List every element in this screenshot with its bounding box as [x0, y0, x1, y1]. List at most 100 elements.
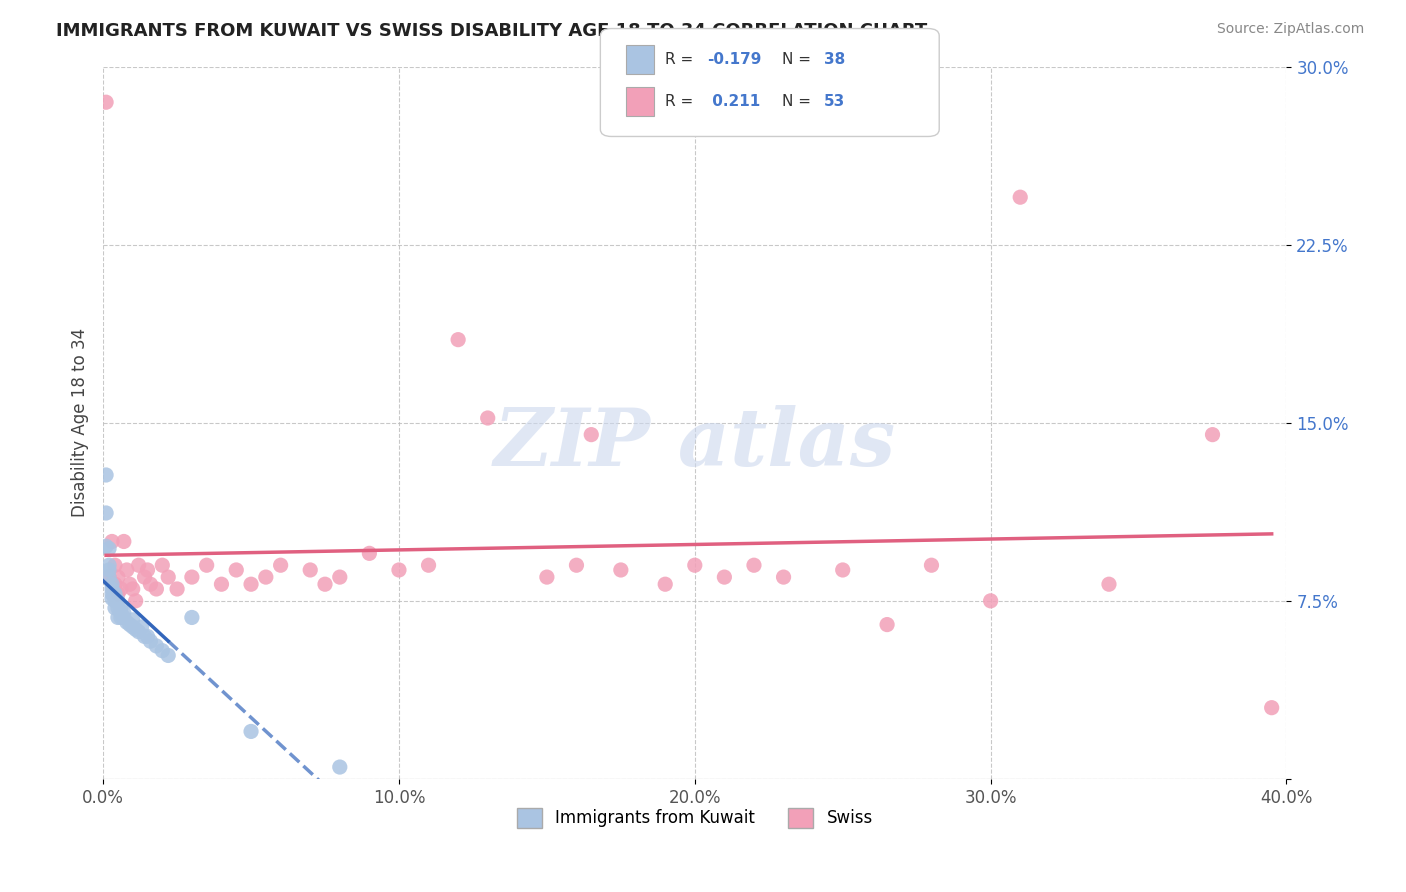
Text: R =: R = [665, 52, 699, 67]
Point [101, 577, 124, 591]
Point [121, 613, 143, 627]
Point [388, 563, 411, 577]
Point [145, 639, 167, 653]
Point [128, 558, 150, 573]
Text: R =: R = [665, 94, 699, 109]
Point [1098, 577, 1121, 591]
Point [118, 617, 141, 632]
Point [240, 724, 263, 739]
Point [124, 623, 146, 637]
Text: 38: 38 [824, 52, 845, 67]
Point [240, 577, 263, 591]
Point [270, 558, 292, 573]
Point [299, 563, 322, 577]
Point [742, 558, 765, 573]
Point [314, 577, 336, 591]
Point [94, 539, 117, 553]
Point [166, 582, 188, 596]
Point [94, 95, 117, 110]
Text: -0.179: -0.179 [707, 52, 762, 67]
Text: 0.211: 0.211 [707, 94, 761, 109]
Point [1010, 190, 1032, 204]
Point [139, 577, 162, 591]
Point [180, 610, 202, 624]
Point [1201, 427, 1223, 442]
Point [101, 534, 124, 549]
Text: N =: N = [782, 94, 815, 109]
Point [98, 570, 121, 584]
Point [1260, 700, 1282, 714]
Point [136, 563, 159, 577]
Point [136, 630, 159, 644]
Point [150, 558, 173, 573]
Point [359, 546, 381, 560]
Point [131, 620, 153, 634]
Legend: Immigrants from Kuwait, Swiss: Immigrants from Kuwait, Swiss [510, 801, 880, 835]
Point [98, 558, 121, 573]
Point [876, 617, 898, 632]
Point [115, 615, 138, 630]
Point [104, 601, 127, 615]
Point [104, 594, 127, 608]
Point [447, 333, 470, 347]
Point [610, 563, 633, 577]
Point [121, 620, 143, 634]
Point [94, 506, 117, 520]
Point [418, 558, 440, 573]
Point [110, 582, 132, 596]
Point [134, 630, 156, 644]
Point [110, 610, 132, 624]
Text: 53: 53 [824, 94, 845, 109]
Point [920, 558, 942, 573]
Point [772, 570, 794, 584]
Point [104, 577, 127, 591]
Point [980, 594, 1002, 608]
Point [195, 558, 218, 573]
Point [104, 587, 127, 601]
Point [101, 591, 124, 606]
Point [107, 587, 129, 601]
Point [124, 594, 146, 608]
Point [94, 468, 117, 483]
Text: Source: ZipAtlas.com: Source: ZipAtlas.com [1216, 22, 1364, 37]
Point [150, 643, 173, 657]
Point [112, 606, 135, 620]
Point [104, 558, 127, 573]
Point [565, 558, 588, 573]
Point [477, 411, 499, 425]
Point [110, 601, 132, 615]
Point [157, 570, 180, 584]
Point [683, 558, 706, 573]
Point [211, 577, 233, 591]
Point [101, 582, 124, 596]
Point [115, 563, 138, 577]
Point [145, 582, 167, 596]
Point [118, 577, 141, 591]
Text: N =: N = [782, 52, 815, 67]
Point [139, 634, 162, 648]
Point [107, 610, 129, 624]
Point [98, 563, 121, 577]
Point [329, 570, 352, 584]
Point [98, 570, 121, 584]
Point [112, 610, 135, 624]
Point [654, 577, 676, 591]
Text: IMMIGRANTS FROM KUWAIT VS SWISS DISABILITY AGE 18 TO 34 CORRELATION CHART: IMMIGRANTS FROM KUWAIT VS SWISS DISABILI… [56, 22, 928, 40]
Point [98, 541, 121, 556]
Point [107, 594, 129, 608]
Point [713, 570, 735, 584]
Text: ZIP atlas: ZIP atlas [494, 405, 896, 483]
Y-axis label: Disability Age 18 to 34: Disability Age 18 to 34 [72, 328, 89, 517]
Point [107, 570, 129, 584]
Point [112, 534, 135, 549]
Point [134, 570, 156, 584]
Point [536, 570, 558, 584]
Point [225, 563, 247, 577]
Point [157, 648, 180, 663]
Point [254, 570, 277, 584]
Point [110, 606, 132, 620]
Point [581, 427, 603, 442]
Point [128, 624, 150, 639]
Point [180, 570, 202, 584]
Point [101, 587, 124, 601]
